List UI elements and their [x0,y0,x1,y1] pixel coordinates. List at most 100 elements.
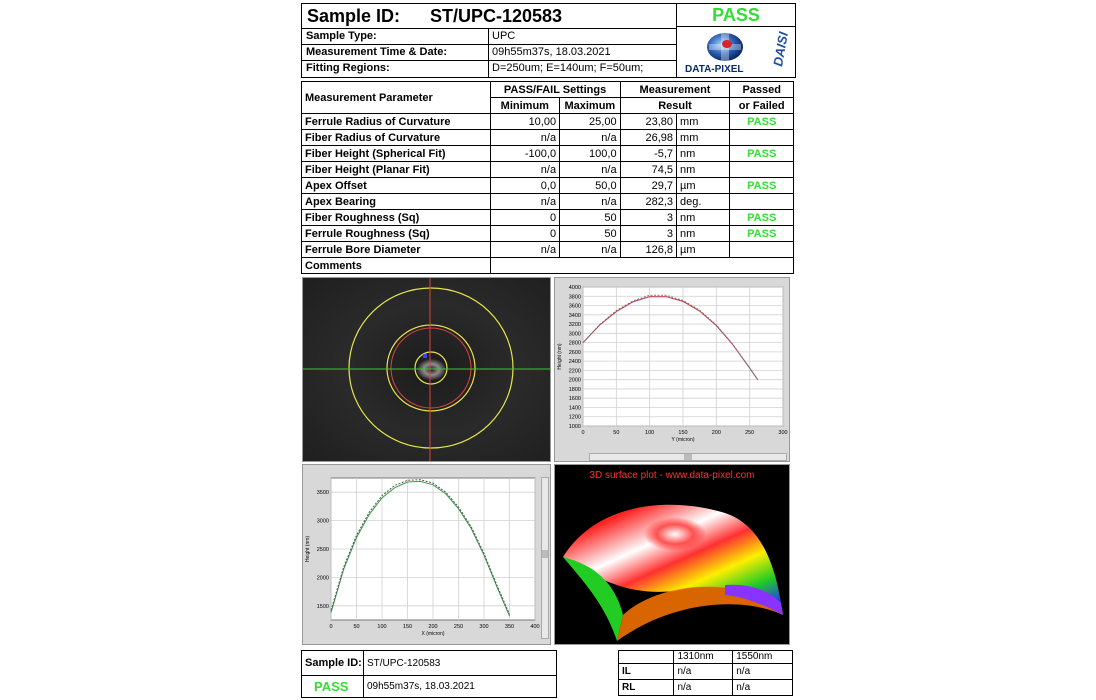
param-status [729,161,794,178]
param-min: n/a [489,241,561,258]
table-row: IL n/a n/a [617,662,793,680]
x-profile-panel: 0 50 100 150 200 250 300 350 400 1500 2000 2500 3000… [302,464,551,645]
param-name: Fiber Roughness (Sq) [301,209,491,226]
param-status: PASS [729,209,794,226]
param-max: 50,0 [559,177,621,194]
x-tick-label: 100 [377,624,386,630]
y-profile-chart: 0 50 100 150 200 250 300 1000 1200 1400 1600 1800 20… [557,285,788,443]
scrollbar-thumb[interactable] [684,454,692,460]
interferogram-image [303,278,550,461]
param-status [729,241,794,258]
y-tick-label: 1000 [569,424,581,430]
footer-datetime: 09h55m37s, 18.03.2021 [367,681,475,692]
y-tick-label: 2200 [569,368,581,374]
param-min: 10,00 [489,113,561,130]
col-header-pf-2: or Failed [729,97,794,114]
param-unit: nm [676,225,731,242]
table-row: Fiber Radius of Curvature n/a n/a 26,98 … [301,129,794,146]
logo-text: DATA-PIXEL [685,64,744,75]
sample-type-row: Sample Type: UPC [302,28,676,44]
x-tick-label: 300 [778,430,787,436]
header-info: Sample ID: ST/UPC-120583 Sample Type: UP… [302,4,677,78]
y-tick-label: 2000 [569,378,581,384]
y-tick-label: 3800 [569,294,581,300]
y-profile-panel: 0 50 100 150 200 250 300 1000 1200 1400 1600 1800 20… [554,277,790,462]
param-unit: mm [676,113,731,130]
param-name: Fiber Radius of Curvature [301,129,491,146]
x-tick-label: 300 [479,624,488,630]
header-status-logo: PASS DATA-PIXEL DAISI [677,4,795,77]
table-row: Fiber Height (Planar Fit) n/a n/a 74,5 n… [301,161,794,178]
param-max: 50 [559,225,621,242]
loss-row-label: RL [617,678,675,697]
param-unit: nm [676,209,731,226]
y-tick-label: 3000 [569,331,581,337]
x-tick-label: 0 [329,624,332,630]
y-profile-scrollbar[interactable] [589,453,787,461]
param-result: 282,3 [619,193,678,210]
y-tick-label: 3200 [569,322,581,328]
sample-id-value: ST/UPC-120583 [430,6,563,26]
footer-label: Sample ID: ST/UPC-120583 PASS 09h55m37s,… [301,650,557,698]
pass-status: PASS [677,4,795,27]
param-status: PASS [729,145,794,162]
table-row: Apex Offset 0,0 50,0 29,7 µm PASS [301,177,794,194]
table-row: Ferrule Radius of Curvature 10,00 25,00 … [301,113,794,130]
x-tick-label: 50 [613,430,619,436]
param-result: 23,80 [619,113,678,130]
param-min: n/a [489,193,561,210]
param-unit: µm [676,241,731,258]
param-unit: nm [676,145,731,162]
series-line [330,480,510,617]
loss-value: n/a [732,662,793,680]
y-tick-label: 3500 [317,490,329,496]
footer-sample-id-label: Sample ID: [305,657,362,669]
param-name: Apex Offset [301,177,491,194]
param-result: 3 [619,225,678,242]
x-tick-label: 50 [353,624,359,630]
fitting-regions-value: D=250um; E=140um; F=50um; [492,62,644,74]
param-min: 0 [489,225,561,242]
x-tick-label: 250 [454,624,463,630]
x-tick-label: 150 [403,624,412,630]
y-tick-label: 1500 [317,604,329,610]
sample-type-label: Sample Type: [306,30,377,42]
x-tick-label: 200 [712,430,721,436]
param-name: Fiber Height (Planar Fit) [301,161,491,178]
y-tick-label: 1200 [569,415,581,421]
param-max: 50 [559,209,621,226]
col-header-min: Minimum [489,97,561,114]
series-line [330,479,510,615]
y-tick-label: 2800 [569,341,581,347]
scrollbar-thumb[interactable] [542,550,548,558]
loss-col-1550: 1550nm [732,650,793,664]
comments-row: Comments [301,257,795,274]
y-tick-label: 2000 [317,575,329,581]
param-result: -5,7 [619,145,678,162]
surface-plot-panel: 3D surface plot - www.data-pixel.com [554,464,790,645]
comments-label: Comments [301,257,491,274]
loss-value: n/a [673,678,734,697]
param-max: n/a [559,193,621,210]
table-row: Ferrule Roughness (Sq) 0 50 3 nm PASS [301,225,794,242]
param-result: 74,5 [619,161,678,178]
x-profile-scrollbar[interactable] [541,477,549,639]
x-tick-label: 150 [678,430,687,436]
report-header: Sample ID: ST/UPC-120583 Sample Type: UP… [301,3,796,78]
x-axis-label: Y (micron) [672,437,695,443]
loss-table: 1310nm 1550nm IL n/a n/a RL n/a n/a [617,650,793,697]
x-profile-chart: 0 50 100 150 200 250 300 350 400 1500 2000 2500 3000… [305,477,540,637]
footer-sample-id-value: ST/UPC-120583 [367,658,441,669]
y-tick-label: 3600 [569,304,581,310]
param-result: 26,98 [619,129,678,146]
measurement-time-row: Measurement Time & Date: 09h55m37s, 18.0… [302,44,676,60]
x-tick-label: 350 [505,624,514,630]
param-min: 0 [489,209,561,226]
table-row: Ferrule Bore Diameter n/a n/a 126,8 µm [301,241,794,258]
y-axis-label: Height (nm) [305,536,311,562]
param-status [729,193,794,210]
param-max: n/a [559,241,621,258]
measurement-time-label: Measurement Time & Date: [306,46,448,58]
x-tick-label: 0 [581,430,584,436]
fitting-circle-middle [386,324,476,412]
